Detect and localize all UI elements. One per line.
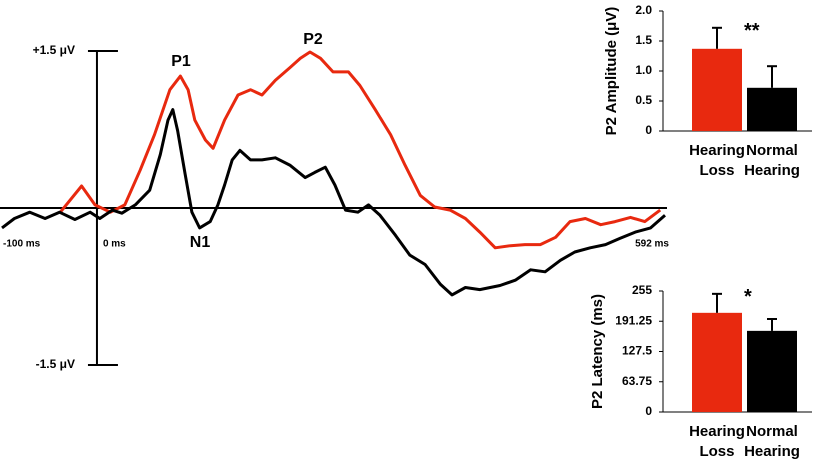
y-tick-label: 1.5 [635, 33, 652, 47]
waveform [58, 50, 662, 250]
y-tick-label: 255 [632, 283, 652, 297]
peak-label: P2 [303, 31, 323, 48]
y-tick-label: 63.75 [622, 374, 652, 388]
category-label: Hearing Loss [689, 423, 745, 460]
significance: * [744, 286, 752, 308]
y-tick-label: 1.0 [635, 63, 652, 77]
bar [692, 48, 742, 131]
significance: ** [744, 20, 760, 42]
y-tick-label: 0 [645, 123, 652, 137]
x-tick-label: -100 ms [3, 239, 41, 250]
y-tick-label: -1.5 μV [36, 357, 75, 371]
category-label: Hearing Loss [689, 142, 745, 179]
bar [747, 330, 797, 412]
waveform [1, 108, 666, 297]
peak-label: P1 [171, 53, 191, 70]
y-tick-label: 191.25 [615, 313, 652, 327]
bar [692, 312, 742, 412]
peak-label: N1 [190, 234, 211, 251]
y-tick-label: 127.5 [622, 344, 652, 358]
x-tick-label: 0 ms [103, 239, 126, 250]
category-label: Normal Hearing [744, 142, 800, 179]
y-axis-title: P2 Amplitude (μV) [603, 7, 620, 136]
bar [747, 87, 797, 131]
y-tick-label: 0.5 [635, 93, 652, 107]
y-tick-label: +1.5 μV [33, 43, 75, 57]
x-tick-label: 592 ms [635, 239, 669, 250]
y-tick-label: 2.0 [635, 3, 652, 17]
y-tick-label: 0 [645, 404, 652, 418]
category-label: Normal Hearing [744, 423, 800, 460]
y-axis-title: P2 Latency (ms) [589, 294, 606, 409]
